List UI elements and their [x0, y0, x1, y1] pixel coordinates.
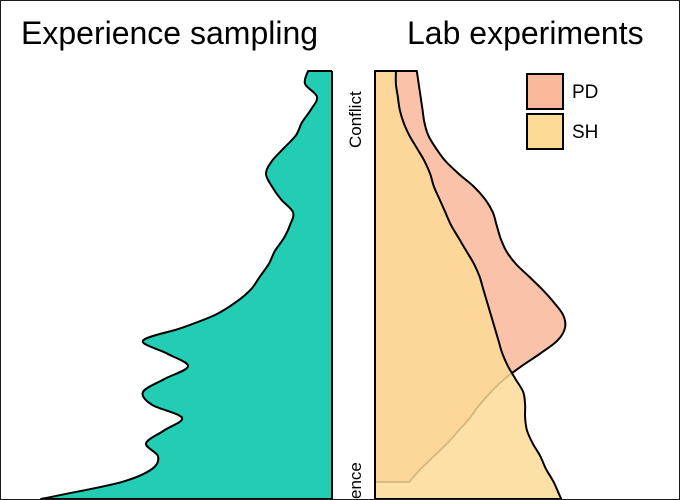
axis-labels: Conflict ence [346, 91, 365, 499]
y-label-top: Conflict [346, 91, 365, 148]
right-panel [374, 70, 567, 499]
left-panel-title: Experience sampling [21, 15, 319, 51]
legend-swatch-sh [526, 113, 564, 150]
right-panel-title: Lab experiments [407, 15, 644, 51]
legend: PD SH [526, 73, 598, 150]
legend-label-sh: SH [572, 122, 598, 143]
legend-label-pd: PD [572, 82, 598, 103]
legend-swatch-pd [526, 73, 564, 110]
density-area-experience-sampling [40, 70, 332, 499]
density-area-sh [374, 70, 563, 499]
y-label-bottom: ence [346, 462, 365, 499]
left-panel [40, 70, 333, 499]
